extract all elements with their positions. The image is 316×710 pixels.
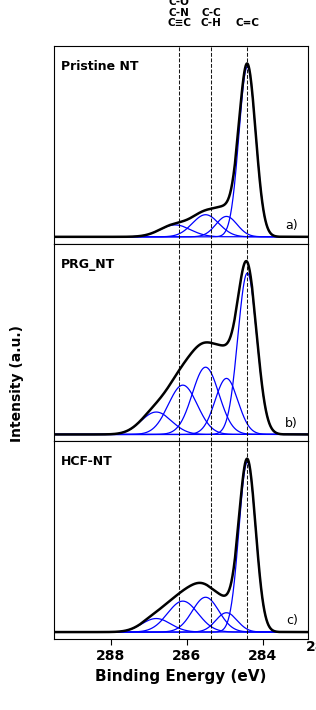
Text: C≡C: C≡C bbox=[167, 18, 191, 28]
Text: C-O: C-O bbox=[168, 0, 190, 7]
Text: C-H: C-H bbox=[201, 18, 222, 28]
Text: 28: 28 bbox=[306, 640, 316, 654]
Text: b): b) bbox=[285, 417, 298, 430]
Text: c): c) bbox=[286, 614, 298, 627]
Text: C-C: C-C bbox=[201, 8, 221, 18]
Text: Intensity (a.u.): Intensity (a.u.) bbox=[10, 325, 24, 442]
Text: Pristine NT: Pristine NT bbox=[61, 60, 139, 73]
Text: C=C: C=C bbox=[235, 18, 259, 28]
Text: HCF-NT: HCF-NT bbox=[61, 455, 113, 468]
Text: C-N: C-N bbox=[168, 8, 190, 18]
Text: a): a) bbox=[285, 219, 298, 232]
Text: PRG_NT: PRG_NT bbox=[61, 258, 116, 271]
X-axis label: Binding Energy (eV): Binding Energy (eV) bbox=[95, 669, 267, 684]
